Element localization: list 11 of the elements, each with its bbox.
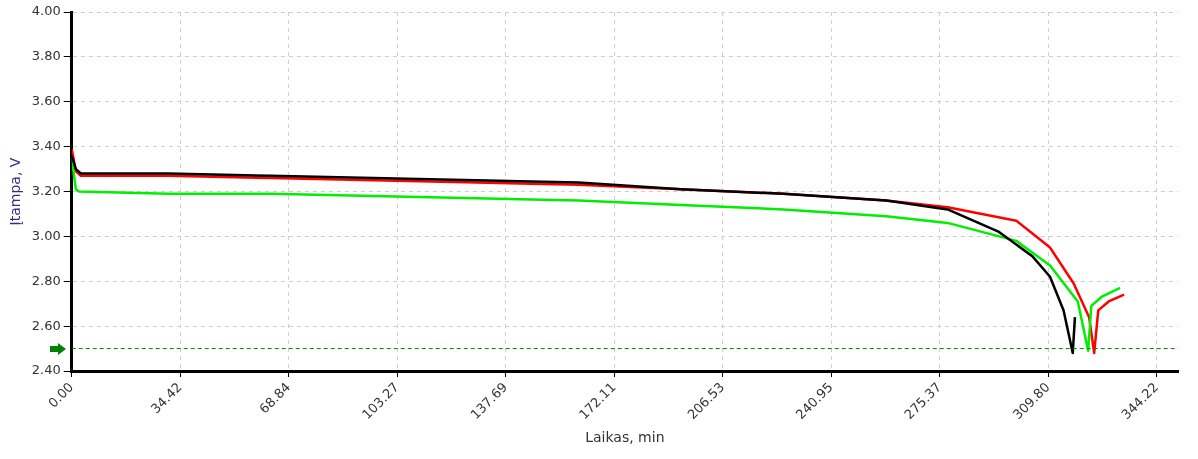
y-tick-label: 3.80	[31, 48, 61, 64]
y-tick-label: 2.40	[31, 362, 61, 378]
y-tick-label: 2.60	[31, 317, 61, 333]
y-tick-label: 3.00	[31, 227, 61, 243]
y-tick-label: 3.20	[31, 182, 61, 198]
y-tick-label: 2.80	[31, 272, 61, 288]
y-axis-title: Įtampa, V	[7, 157, 24, 226]
x-axis-title: Laikas, min	[585, 429, 665, 446]
y-tick-label: 3.60	[31, 93, 61, 109]
y-tick-label: 4.00	[31, 3, 61, 19]
y-tick-label: 3.40	[31, 138, 61, 153]
